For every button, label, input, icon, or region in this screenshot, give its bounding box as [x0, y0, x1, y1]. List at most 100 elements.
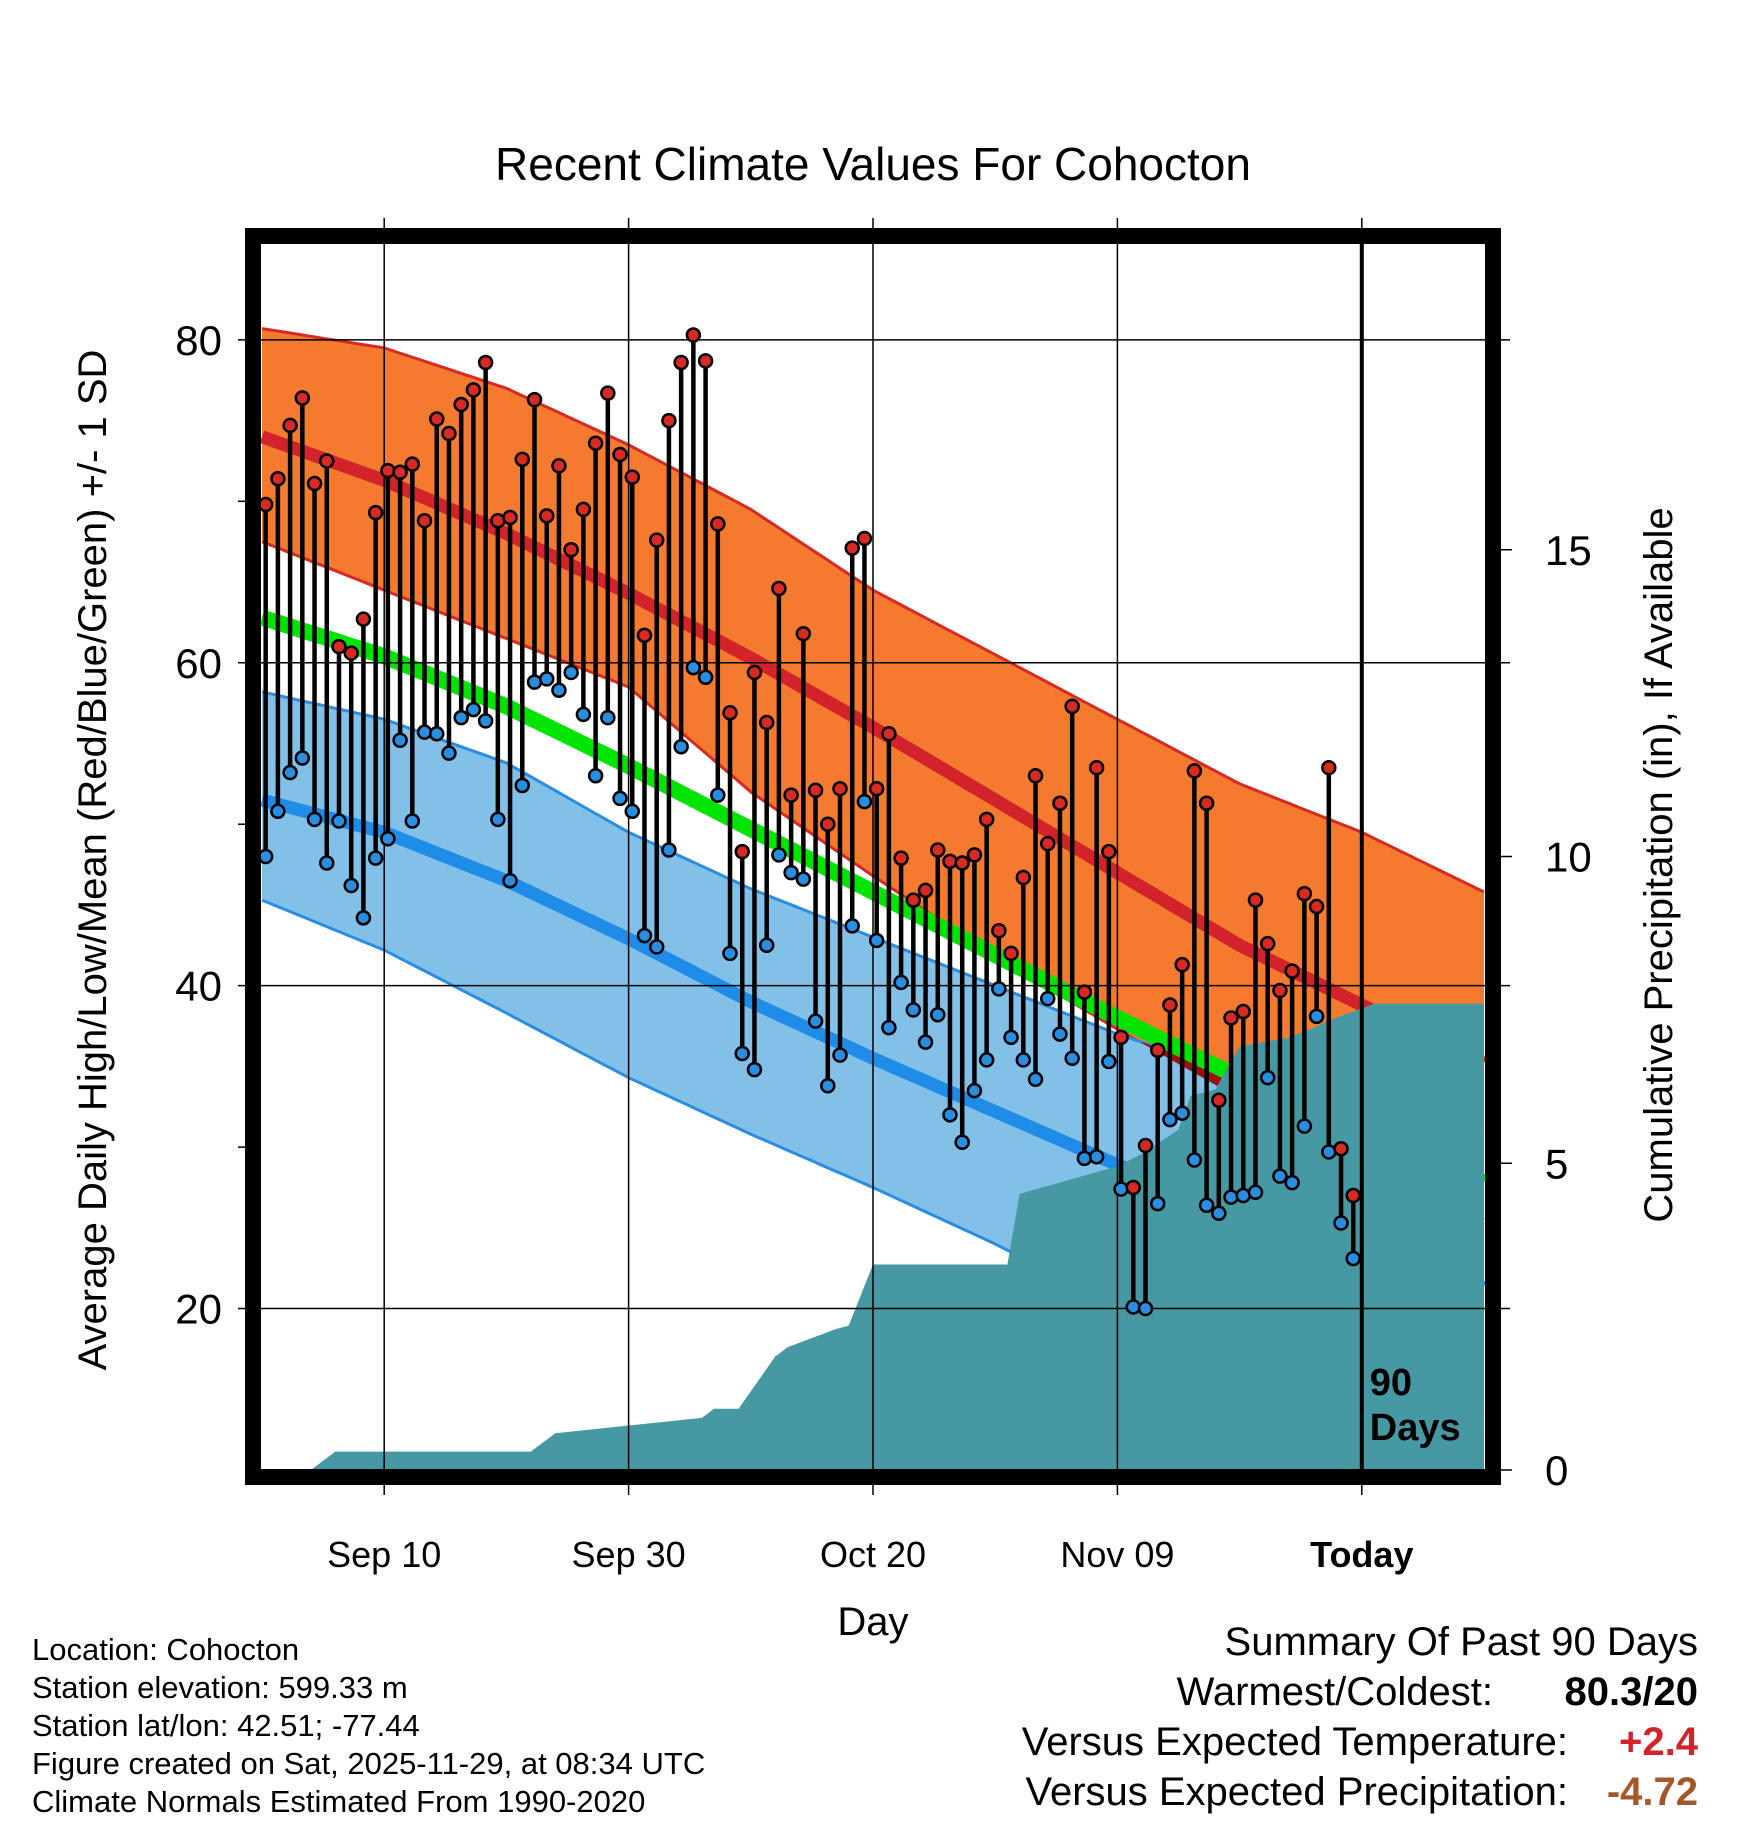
low-dot-25	[563, 664, 579, 681]
low-dot-86	[1308, 1008, 1325, 1025]
y2-tick-label-2: 10	[1545, 834, 1592, 881]
low-dot-47	[832, 1047, 848, 1063]
high-dot-28	[600, 385, 616, 401]
low-dot-34	[673, 738, 689, 755]
summary-temp-value: +2.4	[1619, 1720, 1698, 1764]
high-dot-64	[1039, 835, 1056, 852]
high-dot-69	[1101, 843, 1117, 860]
low-dot-73	[1149, 1195, 1166, 1212]
x-axis-label: Day	[837, 1600, 908, 1644]
summary-precip-label: Versus Expected Precipitation:	[1025, 1770, 1568, 1814]
low-dot-8	[355, 910, 372, 926]
y-tick-label-0: 20	[175, 1286, 222, 1333]
y-tick-label-1: 40	[175, 963, 222, 1010]
high-dot-26	[575, 501, 592, 518]
high-dot-14	[428, 411, 445, 427]
summary-precip-value: -4.72	[1606, 1770, 1698, 1814]
x-tick-label-0: Sep 10	[327, 1534, 441, 1575]
high-dot-21	[514, 451, 531, 468]
x-tick-label-1: Sep 30	[572, 1534, 686, 1575]
high-dot-22	[526, 391, 543, 408]
high-dot-49	[856, 530, 873, 547]
low-dot-67	[1076, 1150, 1093, 1167]
low-dot-9	[367, 850, 384, 866]
low-dot-28	[600, 709, 616, 726]
low-dot-85	[1296, 1118, 1313, 1134]
high-dot-73	[1149, 1042, 1166, 1058]
x-tick-label-2: Oct 20	[820, 1534, 926, 1575]
low-dot-3	[294, 750, 311, 766]
today-marker-label-1: 90	[1370, 1362, 1412, 1404]
low-dot-41	[758, 937, 775, 954]
chart-title: Recent Climate Values For Cohocton	[495, 138, 1251, 190]
high-dot-77	[1198, 795, 1215, 811]
low-dot-35	[685, 659, 702, 676]
high-dot-2	[282, 417, 298, 434]
high-dot-12	[404, 456, 421, 472]
info-elevation: Station elevation: 599.33 m	[32, 1670, 408, 1705]
low-dot-68	[1088, 1149, 1105, 1165]
high-dot-34	[673, 354, 689, 371]
high-dot-11	[392, 464, 408, 481]
high-dot-52	[893, 850, 909, 866]
low-dot-40	[746, 1061, 763, 1078]
low-dot-88	[1333, 1215, 1349, 1231]
low-dot-46	[820, 1078, 836, 1094]
low-dot-64	[1039, 990, 1056, 1007]
high-dot-62	[1015, 869, 1032, 886]
low-dot-37	[710, 787, 726, 803]
high-dot-58	[966, 847, 983, 863]
high-dot-54	[917, 882, 934, 899]
low-dot-84	[1284, 1174, 1300, 1191]
axes: 20 40 60 80 0 5 10 15 Sep 10 Sep 30 Oct 20 Nov 09 To…	[175, 317, 1591, 1575]
low-dot-75	[1174, 1105, 1190, 1121]
low-dot-81	[1247, 1184, 1264, 1201]
high-dot-68	[1088, 759, 1105, 776]
low-dot-27	[587, 768, 604, 784]
high-dot-24	[551, 458, 567, 474]
low-dot-77	[1198, 1197, 1215, 1213]
low-dot-80	[1235, 1187, 1252, 1204]
low-dot-4	[306, 811, 323, 828]
info-created: Figure created on Sat, 2025-11-29, at 08…	[32, 1746, 706, 1781]
low-dot-26	[575, 706, 592, 723]
high-dot-89	[1345, 1187, 1361, 1204]
low-dot-15	[441, 745, 457, 761]
low-dot-58	[966, 1082, 983, 1099]
high-dot-4	[306, 475, 323, 492]
y-tick-label-3: 80	[175, 317, 222, 364]
summary-title: Summary Of Past 90 Days	[1224, 1620, 1698, 1664]
high-dot-40	[746, 664, 763, 681]
low-dot-31	[636, 927, 653, 944]
low-dot-10	[380, 830, 396, 847]
high-dot-59	[978, 811, 995, 828]
summary-temp-label: Versus Expected Temperature:	[1021, 1720, 1568, 1764]
high-dot-45	[807, 782, 824, 799]
info-location: Location: Cohocton	[32, 1632, 300, 1667]
high-dot-56	[942, 853, 958, 870]
high-dot-88	[1333, 1140, 1349, 1157]
low-dot-16	[453, 709, 469, 726]
low-dot-42	[771, 847, 787, 863]
high-dot-83	[1272, 982, 1288, 999]
high-dot-38	[722, 705, 738, 721]
low-dot-5	[319, 855, 335, 871]
high-dot-17	[465, 382, 482, 398]
high-dot-13	[416, 512, 433, 529]
low-dot-49	[856, 793, 873, 810]
high-dot-60	[991, 923, 1007, 939]
high-dot-42	[771, 580, 787, 597]
high-dot-32	[648, 532, 665, 548]
high-dot-79	[1223, 1010, 1239, 1026]
low-dot-45	[807, 1013, 824, 1029]
high-dot-31	[636, 627, 653, 644]
low-dot-30	[624, 803, 641, 820]
daily-dots	[260, 327, 1361, 1317]
today-marker-label-2: Days	[1370, 1407, 1461, 1449]
high-dot-51	[881, 726, 897, 742]
high-dot-47	[832, 780, 848, 797]
low-dot-48	[844, 918, 860, 934]
high-dot-29	[612, 446, 628, 463]
high-dot-5	[319, 453, 335, 469]
high-dot-71	[1125, 1179, 1142, 1196]
